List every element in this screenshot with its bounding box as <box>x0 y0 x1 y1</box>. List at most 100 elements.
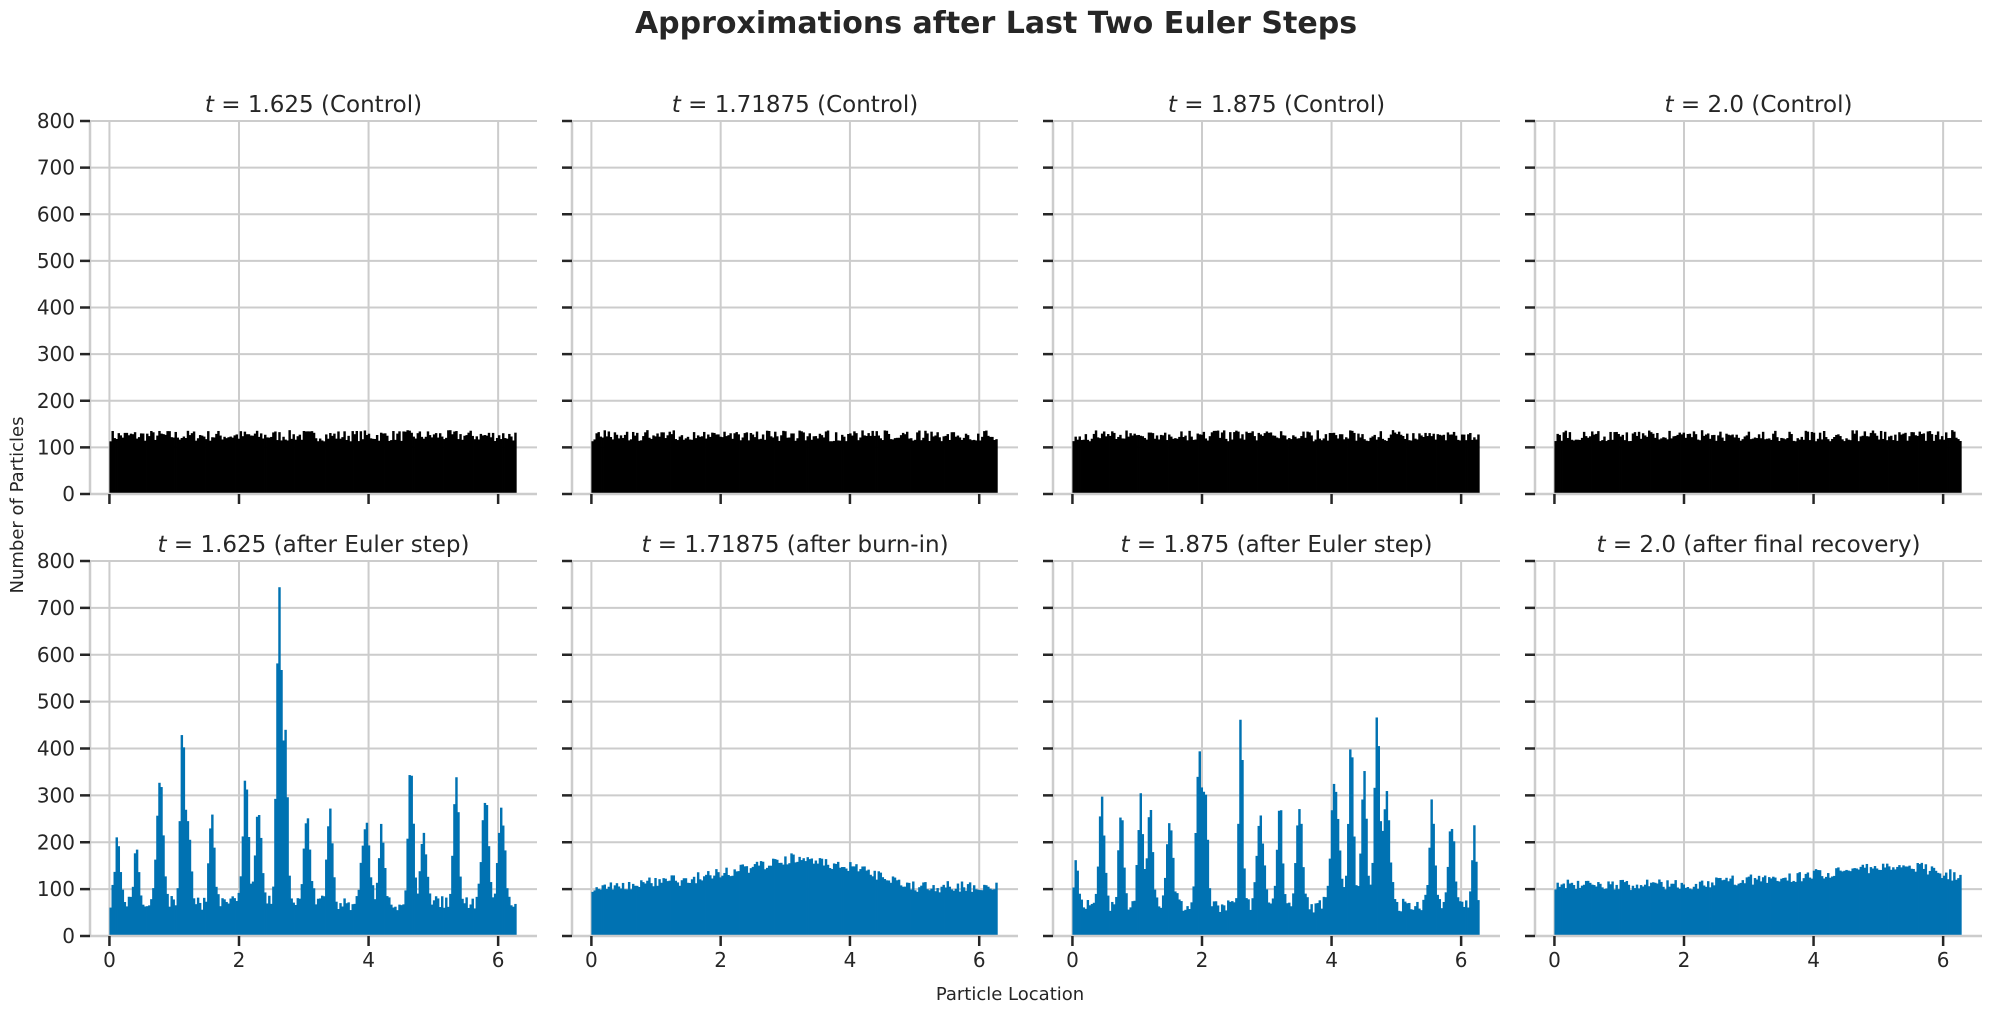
histogram-bar <box>1810 878 1814 936</box>
histogram-bar <box>1306 897 1309 936</box>
histogram-bar <box>1845 438 1848 494</box>
histogram-bar <box>705 438 708 494</box>
histogram-bar <box>964 890 968 936</box>
histogram-bar <box>698 436 702 494</box>
x-tick-label: 0 <box>585 948 598 972</box>
histogram-bar <box>1804 873 1808 936</box>
histogram-bar <box>763 439 767 494</box>
histogram-bar <box>194 440 198 494</box>
panel-title-text: 1.71875 (Control) <box>715 92 919 118</box>
histogram-bar <box>209 440 212 494</box>
panel-bottom-1: t = 1.625 (after Euler step) 01002003004… <box>37 532 537 972</box>
histogram-bar <box>412 436 415 494</box>
histogram-bar <box>1084 908 1088 936</box>
histogram-bar <box>432 434 436 494</box>
histogram-bar <box>1361 434 1364 494</box>
histogram-bar <box>1245 898 1248 936</box>
histogram-bar <box>1151 852 1155 936</box>
histogram-bar <box>875 431 878 494</box>
histogram-bar <box>1631 885 1635 936</box>
histogram-bar <box>786 437 789 494</box>
histogram-bar <box>920 440 923 494</box>
histogram-bar <box>1477 434 1480 494</box>
histogram-bar <box>772 437 775 494</box>
histogram-bar <box>1886 440 1889 494</box>
histogram-bar <box>745 866 749 936</box>
histogram-bar <box>1812 432 1816 494</box>
histogram-bar <box>889 882 893 936</box>
histogram-bar <box>1310 904 1313 936</box>
histogram-bar <box>903 434 907 494</box>
histogram-bar <box>1918 864 1921 936</box>
histogram-bar <box>1629 441 1633 494</box>
histogram-bar <box>1890 869 1893 936</box>
histogram-bar <box>152 888 155 936</box>
histogram-bar <box>1391 882 1395 936</box>
histogram-bar <box>1698 881 1702 936</box>
histogram-bar <box>1619 880 1622 936</box>
histogram-bar <box>749 432 753 494</box>
histogram-bar <box>1617 889 1620 936</box>
histogram-bar <box>1576 880 1580 936</box>
histogram-bar <box>1788 873 1791 936</box>
histogram-bar <box>1086 439 1090 494</box>
histogram-bar <box>290 898 293 936</box>
histogram-bar <box>158 430 161 494</box>
histogram-bar <box>1755 438 1759 494</box>
histogram-bar <box>227 903 230 936</box>
histogram-bar <box>493 441 497 494</box>
histogram-bar <box>1609 884 1612 936</box>
histogram-bar <box>737 871 740 936</box>
histogram-bar <box>1556 882 1559 936</box>
histogram-bar <box>320 895 324 936</box>
histogram-bar <box>656 885 659 936</box>
histogram-bar <box>619 435 623 494</box>
panel-title-text: 1.625 (after Euler step) <box>200 532 469 558</box>
histogram-bar <box>369 877 373 936</box>
histogram-bar <box>1334 435 1338 494</box>
histogram-bar <box>272 432 275 494</box>
histogram-bar <box>1125 893 1128 936</box>
histogram-bar <box>349 910 352 936</box>
histogram-bar <box>723 431 726 494</box>
histogram-bar <box>205 439 208 494</box>
histogram-bar <box>172 437 175 494</box>
histogram-bar <box>1426 885 1429 936</box>
histogram-bar <box>1796 873 1799 936</box>
histogram-bar <box>117 846 121 936</box>
histogram-bar <box>1735 885 1738 936</box>
panel-top-3: t = 1.875 (Control) <box>1043 92 1500 504</box>
x-tick-label: 0 <box>103 948 116 972</box>
histogram-bar <box>113 871 116 936</box>
histogram-bar <box>1180 901 1183 936</box>
histogram-bar <box>323 896 326 936</box>
histogram-bar <box>776 859 779 936</box>
histogram-bar <box>1473 437 1476 494</box>
histogram-bar <box>1237 823 1240 936</box>
histogram-bar <box>1930 434 1934 494</box>
histogram-bar <box>753 864 757 936</box>
histogram-bar <box>753 437 757 494</box>
histogram-bar <box>1473 825 1476 936</box>
histogram-bar <box>780 862 783 936</box>
histogram-bar <box>184 809 188 936</box>
histogram-bar <box>1861 435 1865 494</box>
histogram-bar <box>1686 434 1690 494</box>
histogram-bar <box>934 891 937 936</box>
histogram-bar <box>227 437 230 494</box>
histogram-bar <box>1172 438 1175 494</box>
histogram-bar <box>1562 883 1566 936</box>
histogram-bar <box>1454 881 1458 936</box>
histogram-bar <box>765 867 769 936</box>
histogram-bar <box>893 438 897 494</box>
histogram-bar <box>314 904 318 936</box>
histogram-bar <box>1092 902 1096 936</box>
histogram-bar <box>1833 436 1836 494</box>
histogram-bar <box>607 431 611 494</box>
histogram-bar <box>648 437 651 494</box>
histogram-bar <box>160 433 163 494</box>
histogram-bar <box>1180 431 1183 494</box>
histogram-bar <box>782 430 785 494</box>
histogram-bar <box>1601 887 1604 936</box>
histogram-bar <box>747 872 751 936</box>
